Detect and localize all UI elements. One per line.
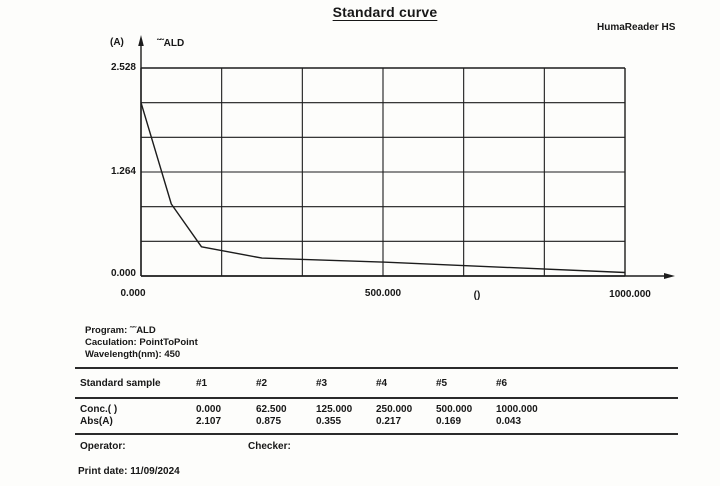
- conc-value: 500.000: [436, 404, 473, 415]
- conc-value: 62.500: [256, 404, 287, 415]
- table-header-cell: #3: [316, 378, 328, 389]
- table-row-conc: Conc.( ) 0.000 62.500 125.000 250.000 50…: [80, 404, 556, 415]
- x-axis-unit-label: (): [473, 290, 481, 301]
- abs-row-label: Abs(A): [80, 416, 113, 427]
- curve-series-label: ˜˜ALD: [157, 38, 185, 49]
- print-date: Print date: 11/09/2024: [78, 466, 180, 477]
- conc-value: 250.000: [376, 404, 413, 415]
- x-tick-zero: 0.000: [120, 288, 146, 299]
- x-tick-max: 1000.000: [609, 289, 651, 300]
- device-name: HumaReader HS: [597, 22, 676, 33]
- abs-value: 2.107: [196, 416, 222, 427]
- y-tick-mid: 1.264: [110, 166, 136, 177]
- wavelength-line: Wavelength(nm): 450: [85, 349, 181, 360]
- abs-value: 0.169: [436, 416, 462, 427]
- divider-bottom: [75, 433, 678, 435]
- table-header-cell: #4: [376, 378, 388, 389]
- conc-row-label: Conc.( ): [80, 404, 118, 415]
- operator-label: Operator:: [80, 441, 126, 452]
- x-tick-mid: 500.000: [364, 288, 402, 299]
- conc-value: 1000.000: [496, 404, 538, 415]
- table-header-label: Standard sample: [80, 378, 161, 389]
- abs-value: 0.355: [316, 416, 342, 427]
- abs-value: 0.217: [376, 416, 402, 427]
- table-header-row: Standard sample #1 #2 #3 #4 #5 #6: [80, 378, 556, 389]
- divider-middle: [75, 397, 678, 399]
- y-axis-unit-label: (A): [110, 37, 124, 48]
- table-header-cell: #5: [436, 378, 448, 389]
- conc-value: 125.000: [316, 404, 353, 415]
- table-row-abs: Abs(A) 2.107 0.875 0.355 0.217 0.169 0.0…: [80, 416, 556, 427]
- y-tick-max: 2.528: [110, 62, 136, 73]
- abs-value: 0.043: [496, 416, 522, 427]
- calculation-line: Caculation: PointToPoint: [85, 337, 198, 348]
- y-tick-zero: 0.000: [110, 268, 136, 279]
- abs-value: 0.875: [256, 416, 282, 427]
- divider-top: [75, 367, 678, 369]
- conc-value: 0.000: [196, 404, 222, 415]
- table-header-cell: #2: [256, 378, 268, 389]
- page-title: Standard curve: [332, 4, 438, 20]
- table-header-cell: #1: [196, 378, 208, 389]
- checker-label: Checker:: [248, 441, 291, 452]
- table-header-cell: #6: [496, 378, 508, 389]
- program-line: Program: ˜˜ALD: [85, 325, 156, 336]
